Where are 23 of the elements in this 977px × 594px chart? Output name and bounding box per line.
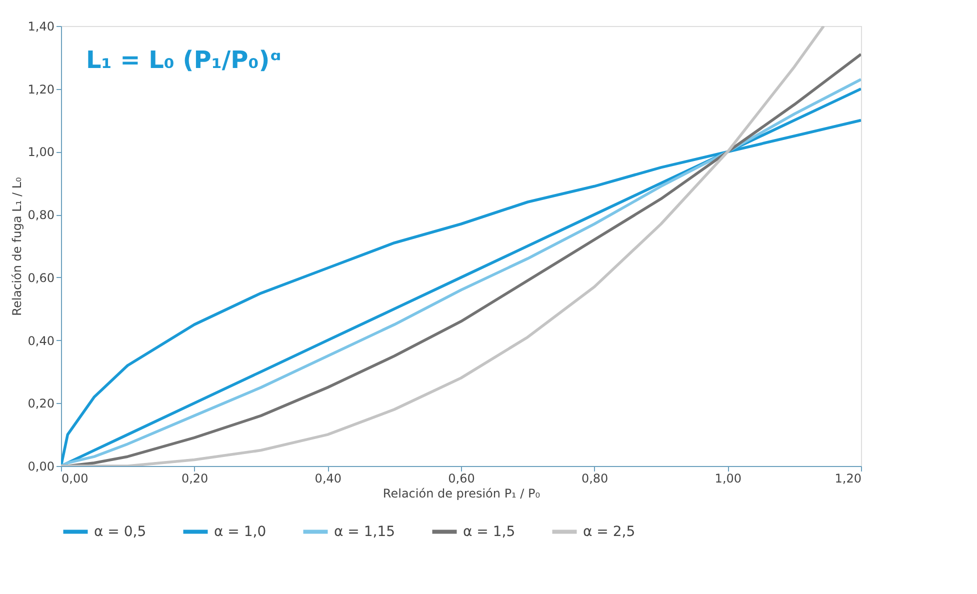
x-tick-label: 1,00 [714, 472, 742, 486]
y-axis-title: Relación de fuga L₁ / L₀ [10, 176, 24, 316]
legend-label: α = 1,15 [334, 524, 396, 540]
x-tick-label: 0,20 [181, 472, 208, 486]
y-tick-label: 0,40 [28, 334, 54, 348]
x-tick-label: 0,00 [62, 472, 88, 486]
annotation: L₁ = L₀ (P₁/P₀)ᵅ [86, 46, 282, 74]
x-tick-label: 0,80 [581, 472, 608, 486]
y-tick-label: 1,20 [28, 82, 54, 96]
x-tick-label: 1,20 [834, 472, 862, 486]
x-tick-label: 0,60 [448, 472, 475, 486]
x-axis-title: Relación de presión P₁ / P₀ [382, 486, 540, 500]
legend-label: α = 0,5 [94, 524, 146, 540]
y-tick-label: 1,40 [28, 20, 54, 34]
y-tick-label: 0,20 [28, 396, 54, 411]
y-tick-label: 0,60 [28, 270, 54, 285]
y-tick-label: 0,00 [28, 460, 54, 474]
y-tick-label: 0,80 [28, 208, 54, 222]
x-tick-label: 0,40 [314, 472, 342, 486]
legend-label: α = 2,5 [583, 524, 636, 540]
legend-label: α = 1,5 [463, 524, 516, 540]
legend-label: α = 1,0 [214, 524, 266, 540]
y-tick-label: 1,00 [28, 145, 54, 160]
